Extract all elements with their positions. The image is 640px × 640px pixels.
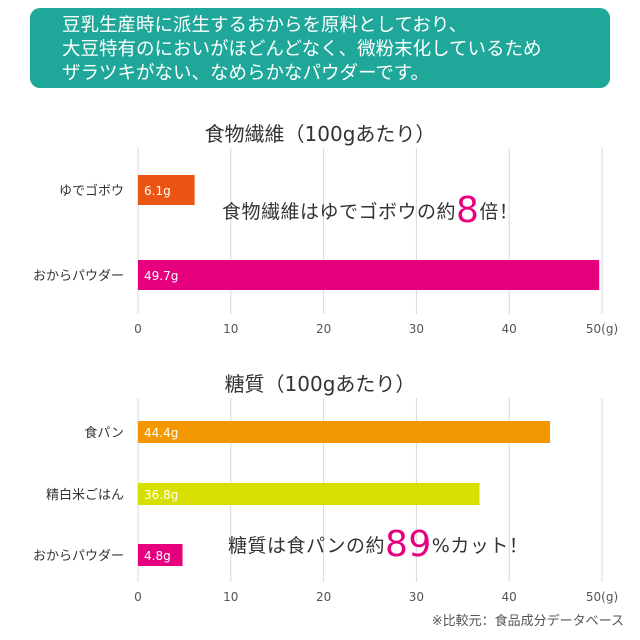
fiber-callout-number: 8 xyxy=(456,190,480,231)
sugar-tick-label: 50(g) xyxy=(586,590,618,604)
sugar-tick-label: 0 xyxy=(134,590,142,604)
fiber-category-label: おからパウダー xyxy=(33,269,124,284)
fiber-category-label: ゆでゴボウ xyxy=(59,183,124,199)
fiber-bar xyxy=(138,260,600,290)
fiber-tick-label: 50(g) xyxy=(586,322,618,336)
banner-line-3: ザラツキがない、なめらかなパウダーです。 xyxy=(62,63,430,84)
sugar-tick-label: 30 xyxy=(409,590,424,604)
sugar-callout-number: 89 xyxy=(384,524,432,565)
fiber-value-label: 6.1g xyxy=(144,184,171,198)
sugar-tick-label: 40 xyxy=(502,590,517,604)
sugar-chart-title: 糖質（100gあたり） xyxy=(224,372,416,396)
sugar-category-label: 精白米ごはん xyxy=(46,487,124,503)
fiber-tick-label: 40 xyxy=(502,322,517,336)
fiber-value-label: 49.7g xyxy=(144,269,178,283)
sugar-category-label: おからパウダー xyxy=(33,549,124,564)
sugar-bar xyxy=(138,483,480,505)
source-footnote: ※比較元：食品成分データベース xyxy=(431,614,624,629)
fiber-tick-label: 10 xyxy=(223,322,238,336)
sugar-category-label: 食パン xyxy=(84,425,124,441)
sugar-callout-suffix: %カット！ xyxy=(431,535,529,557)
sugar-tick-label: 20 xyxy=(316,590,331,604)
sugar-tick-label: 10 xyxy=(223,590,238,604)
sugar-bar xyxy=(138,421,551,443)
sugar-value-label: 4.8g xyxy=(144,549,171,563)
fiber-tick-label: 20 xyxy=(316,322,331,336)
sugar-bar xyxy=(138,544,183,566)
fiber-callout-prefix: 食物繊維はゆでゴボウの約 xyxy=(222,201,457,223)
banner-line-2: 大豆特有のにおいがほどんどなく、微粉末化しているため xyxy=(62,39,542,60)
fiber-tick-label: 0 xyxy=(134,322,142,336)
fiber-callout-suffix: 倍！ xyxy=(479,201,519,223)
fiber-tick-label: 30 xyxy=(409,322,424,336)
banner-line-1: 豆乳生産時に派生するおからを原料としており、 xyxy=(62,15,468,36)
fiber-callout: 食物繊維はゆでゴボウの約8倍！ xyxy=(222,190,518,231)
sugar-callout: 糖質は食パンの約89%カット！ xyxy=(228,524,528,565)
sugar-callout-prefix: 糖質は食パンの約 xyxy=(228,535,385,557)
description-banner: 豆乳生産時に派生するおからを原料としており、 大豆特有のにおいがほどんどなく、微… xyxy=(30,8,610,88)
sugar-value-label: 44.4g xyxy=(144,426,178,440)
fiber-bar xyxy=(138,175,195,205)
fiber-chart-title: 食物繊維（100gあたり） xyxy=(204,122,436,146)
sugar-value-label: 36.8g xyxy=(144,488,178,502)
